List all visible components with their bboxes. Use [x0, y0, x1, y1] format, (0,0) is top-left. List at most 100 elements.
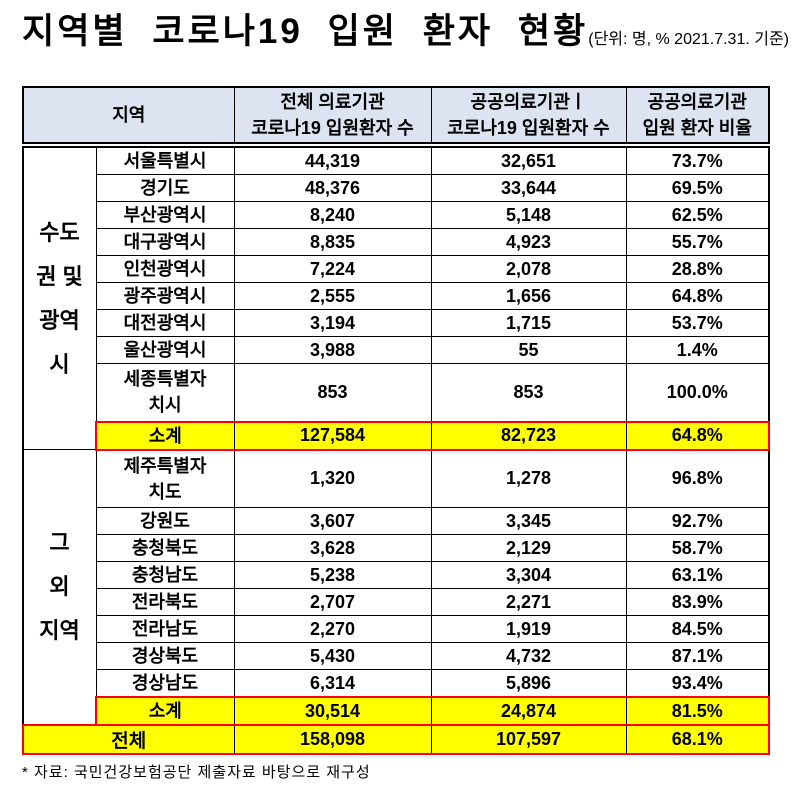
page-title: 지역별 코로나19 입원 환자 현황: [22, 12, 589, 51]
total-count-cell: 2,270: [233, 615, 432, 643]
ratio-cell: 100.0%: [625, 363, 770, 422]
total-count-cell: 8,240: [233, 201, 432, 229]
total-count-cell: 3,988: [233, 336, 432, 364]
ratio-cell: 53.7%: [625, 309, 770, 337]
total-count-cell: 44,319: [233, 144, 432, 175]
region-cell: 전라북도: [95, 588, 235, 616]
public-count-cell: 32,651: [430, 144, 627, 175]
subtotal-total-cell: 127,584: [233, 420, 432, 451]
region-cell: 대전광역시: [95, 309, 235, 337]
group-label-capital-metro: 수도 권 및 광역 시: [22, 144, 97, 450]
table-row: 부산광역시 8,240 5,148 62.5%: [23, 201, 770, 229]
subtotal-label-cell: 소계: [95, 696, 235, 726]
public-count-cell: 5,148: [430, 201, 627, 229]
ratio-cell: 1.4%: [625, 336, 770, 364]
region-cell: 충청남도: [95, 561, 235, 589]
ratio-cell: 83.9%: [625, 588, 770, 616]
ratio-cell: 64.8%: [625, 282, 770, 310]
total-count-cell: 2,707: [233, 588, 432, 616]
total-count-cell: 7,224: [233, 255, 432, 283]
table-row: 인천광역시 7,224 2,078 28.8%: [23, 255, 770, 283]
table-row: 전라남도 2,270 1,919 84.5%: [23, 615, 770, 643]
total-count-cell: 2,555: [233, 282, 432, 310]
region-cell: 부산광역시: [95, 201, 235, 229]
total-count-cell: 853: [233, 363, 432, 422]
total-count-cell: 3,607: [233, 507, 432, 535]
region-cell: 광주광역시: [95, 282, 235, 310]
table-row: 전라북도 2,707 2,271 83.9%: [23, 588, 770, 616]
public-count-cell: 33,644: [430, 174, 627, 202]
region-cell: 제주특별자 치도: [95, 449, 235, 508]
grand-total-row: 전체 158,098 107,597 68.1%: [22, 724, 770, 755]
grand-total-public-cell: 107,597: [430, 724, 627, 755]
ratio-cell: 84.5%: [625, 615, 770, 643]
col-header-public-ratio: 공공의료기관 입원 환자 비율: [625, 86, 770, 148]
subtotal-row: 소계 127,584 82,723 64.8%: [23, 420, 770, 451]
public-count-cell: 4,732: [430, 642, 627, 670]
grand-total-label-cell: 전체: [22, 724, 235, 755]
table-row: 경기도 48,376 33,644 69.5%: [23, 174, 770, 202]
public-count-cell: 1,656: [430, 282, 627, 310]
total-count-cell: 48,376: [233, 174, 432, 202]
ratio-cell: 55.7%: [625, 228, 770, 256]
region-cell: 전라남도: [95, 615, 235, 643]
subtotal-ratio-cell: 81.5%: [625, 696, 770, 726]
source-footnote: * 자료: 국민건강보험공단 제출자료 바탕으로 재구성: [22, 764, 371, 781]
region-cell: 충청북도: [95, 534, 235, 562]
table-row: 경상남도 6,314 5,896 93.4%: [23, 669, 770, 698]
subtotal-row: 소계 30,514 24,874 81.5%: [23, 696, 770, 726]
group-label-other-regions: 그 외 지역: [22, 449, 97, 726]
total-count-cell: 3,628: [233, 534, 432, 562]
public-count-cell: 5,896: [430, 669, 627, 698]
public-count-cell: 1,919: [430, 615, 627, 643]
subtotal-total-cell: 30,514: [233, 696, 432, 726]
total-count-cell: 6,314: [233, 669, 432, 698]
ratio-cell: 93.4%: [625, 669, 770, 698]
total-count-cell: 1,320: [233, 449, 432, 508]
ratio-cell: 28.8%: [625, 255, 770, 283]
title-line: 지역별 코로나19 입원 환자 현황 (단위: 명, % 2021.7.31. …: [22, 10, 795, 54]
table-row: 충청북도 3,628 2,129 58.7%: [23, 534, 770, 562]
table-row: 경상북도 5,430 4,732 87.1%: [23, 642, 770, 670]
covid-hospitalization-table: 지역 전체 의료기관 코로나19 입원환자 수 공공의료기관ㅣ 코로나19 입원…: [22, 86, 770, 755]
ratio-cell: 73.7%: [625, 144, 770, 175]
ratio-cell: 63.1%: [625, 561, 770, 589]
col-header-all-institutions: 전체 의료기관 코로나19 입원환자 수: [233, 86, 432, 148]
public-count-cell: 4,923: [430, 228, 627, 256]
subtotal-ratio-cell: 64.8%: [625, 420, 770, 451]
table-row: 대전광역시 3,194 1,715 53.7%: [23, 309, 770, 337]
subtotal-public-cell: 24,874: [430, 696, 627, 726]
public-count-cell: 3,345: [430, 507, 627, 535]
subtotal-label-cell: 소계: [95, 420, 235, 451]
table-row: 강원도 3,607 3,345 92.7%: [23, 507, 770, 535]
public-count-cell: 55: [430, 336, 627, 364]
table-header: 지역 전체 의료기관 코로나19 입원환자 수 공공의료기관ㅣ 코로나19 입원…: [22, 86, 770, 148]
total-count-cell: 5,430: [233, 642, 432, 670]
total-count-cell: 5,238: [233, 561, 432, 589]
grand-total-ratio-cell: 68.1%: [625, 724, 770, 755]
region-cell: 경상남도: [95, 669, 235, 698]
col-header-public-institutions: 공공의료기관ㅣ 코로나19 입원환자 수: [430, 86, 627, 148]
ratio-cell: 58.7%: [625, 534, 770, 562]
subtotal-public-cell: 82,723: [430, 420, 627, 451]
ratio-cell: 92.7%: [625, 507, 770, 535]
region-cell: 울산광역시: [95, 336, 235, 364]
ratio-cell: 69.5%: [625, 174, 770, 202]
table-row: 울산광역시 3,988 55 1.4%: [23, 336, 770, 364]
title-unit-note: (단위: 명, % 2021.7.31. 기준): [588, 31, 790, 48]
region-cell: 대구광역시: [95, 228, 235, 256]
region-cell: 경상북도: [95, 642, 235, 670]
col-header-region: 지역: [22, 86, 235, 148]
table-row: 수도 권 및 광역 시 서울특별시 44,319 32,651 73.7%: [22, 144, 770, 450]
public-count-cell: 2,129: [430, 534, 627, 562]
region-cell: 서울특별시: [95, 144, 235, 175]
table-row: 대구광역시 8,835 4,923 55.7%: [23, 228, 770, 256]
table-body: 수도 권 및 광역 시 서울특별시 44,319 32,651 73.7% 경기…: [22, 144, 770, 755]
table-row: 그 외 지역 제주특별자 치도 1,320 1,278 96.8%: [22, 449, 770, 726]
public-count-cell: 1,278: [430, 449, 627, 508]
public-count-cell: 3,304: [430, 561, 627, 589]
public-count-cell: 2,078: [430, 255, 627, 283]
table-row: 세종특별자 치시 853 853 100.0%: [23, 363, 770, 422]
region-cell: 세종특별자 치시: [95, 363, 235, 422]
